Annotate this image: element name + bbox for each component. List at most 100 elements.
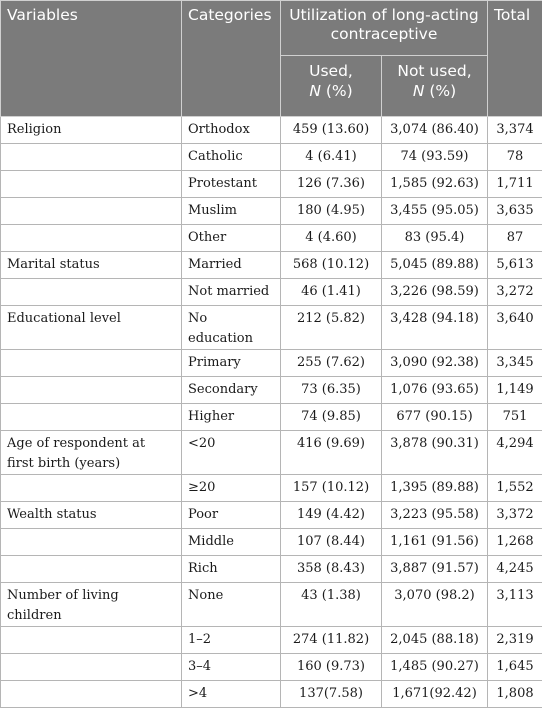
cell-total: 4,294 bbox=[488, 431, 542, 475]
cell-not-used: 74 (93.59) bbox=[382, 144, 488, 171]
cell-not-used: 5,045 (89.88) bbox=[382, 252, 488, 279]
table-header: Variables Categories Utilization of long… bbox=[1, 1, 542, 117]
cell-not-used: 1,585 (92.63) bbox=[382, 171, 488, 198]
cell-category: >4 bbox=[182, 681, 281, 708]
cell-not-used: 677 (90.15) bbox=[382, 404, 488, 431]
cell-used: 74 (9.85) bbox=[281, 404, 382, 431]
cell-total: 1,711 bbox=[488, 171, 542, 198]
cell-variable bbox=[1, 279, 182, 306]
cell-variable bbox=[1, 198, 182, 225]
cell-used: 4 (6.41) bbox=[281, 144, 382, 171]
cell-total: 3,345 bbox=[488, 350, 542, 377]
cell-category: 1–2 bbox=[182, 627, 281, 654]
cell-used: 4 (4.60) bbox=[281, 225, 382, 252]
cell-total: 1,268 bbox=[488, 529, 542, 556]
cell-used: 157 (10.12) bbox=[281, 475, 382, 502]
cell-variable bbox=[1, 171, 182, 198]
header-not-used-label: Not used, bbox=[397, 62, 471, 80]
cell-used: 274 (11.82) bbox=[281, 627, 382, 654]
cell-variable bbox=[1, 556, 182, 583]
cell-variable: Number of living children bbox=[1, 583, 182, 627]
cell-variable bbox=[1, 681, 182, 708]
cell-used: 212 (5.82) bbox=[281, 306, 382, 350]
cell-variable bbox=[1, 529, 182, 556]
cell-category: ≥20 bbox=[182, 475, 281, 502]
cell-not-used: 2,045 (88.18) bbox=[382, 627, 488, 654]
cell-category: Poor bbox=[182, 502, 281, 529]
cell-not-used: 3,887 (91.57) bbox=[382, 556, 488, 583]
cell-category: <20 bbox=[182, 431, 281, 475]
cell-category: Catholic bbox=[182, 144, 281, 171]
cell-used: 180 (4.95) bbox=[281, 198, 382, 225]
header-utilization: Utilization of long-acting contraceptive bbox=[281, 1, 488, 56]
cell-category: None bbox=[182, 583, 281, 627]
table-row: Age of respondent at first birth (years)… bbox=[1, 431, 542, 475]
cell-variable bbox=[1, 144, 182, 171]
header-used-n: N bbox=[309, 82, 321, 100]
cell-not-used: 1,395 (89.88) bbox=[382, 475, 488, 502]
cell-used: 73 (6.35) bbox=[281, 377, 382, 404]
header-not-used: Not used, N (%) bbox=[382, 56, 488, 117]
cell-category: Higher bbox=[182, 404, 281, 431]
header-used-pct: (%) bbox=[321, 82, 353, 100]
cell-not-used: 3,090 (92.38) bbox=[382, 350, 488, 377]
cell-category: Not married bbox=[182, 279, 281, 306]
cell-category: Secondary bbox=[182, 377, 281, 404]
cell-used: 416 (9.69) bbox=[281, 431, 382, 475]
cell-total: 4,245 bbox=[488, 556, 542, 583]
cell-category: Other bbox=[182, 225, 281, 252]
cell-used: 126 (7.36) bbox=[281, 171, 382, 198]
cell-total: 2,319 bbox=[488, 627, 542, 654]
cell-variable: Wealth status bbox=[1, 502, 182, 529]
cell-not-used: 3,878 (90.31) bbox=[382, 431, 488, 475]
cell-not-used: 1,671(92.42) bbox=[382, 681, 488, 708]
cell-not-used: 1,485 (90.27) bbox=[382, 654, 488, 681]
cell-total: 3,372 bbox=[488, 502, 542, 529]
cell-not-used: 3,455 (95.05) bbox=[382, 198, 488, 225]
cell-not-used: 3,428 (94.18) bbox=[382, 306, 488, 350]
cell-used: 160 (9.73) bbox=[281, 654, 382, 681]
cell-used: 568 (10.12) bbox=[281, 252, 382, 279]
cell-total: 3,635 bbox=[488, 198, 542, 225]
cell-total: 1,552 bbox=[488, 475, 542, 502]
cell-used: 137(7.58) bbox=[281, 681, 382, 708]
cell-variable bbox=[1, 377, 182, 404]
header-used: Used, N (%) bbox=[281, 56, 382, 117]
cell-not-used: 83 (95.4) bbox=[382, 225, 488, 252]
cell-used: 43 (1.38) bbox=[281, 583, 382, 627]
cell-total: 1,808 bbox=[488, 681, 542, 708]
cell-not-used: 3,074 (86.40) bbox=[382, 117, 488, 144]
cell-used: 255 (7.62) bbox=[281, 350, 382, 377]
cell-total: 1,149 bbox=[488, 377, 542, 404]
cell-not-used: 3,070 (98.2) bbox=[382, 583, 488, 627]
cell-variable bbox=[1, 225, 182, 252]
cell-total: 5,613 bbox=[488, 252, 542, 279]
cell-not-used: 1,161 (91.56) bbox=[382, 529, 488, 556]
cell-total: 87 bbox=[488, 225, 542, 252]
cell-used: 149 (4.42) bbox=[281, 502, 382, 529]
cell-total: 3,640 bbox=[488, 306, 542, 350]
cell-variable bbox=[1, 404, 182, 431]
cell-category: Primary bbox=[182, 350, 281, 377]
header-total: Total bbox=[488, 1, 542, 117]
cell-variable: Educational level bbox=[1, 306, 182, 350]
header-categories: Categories bbox=[182, 1, 281, 117]
cell-category: Rich bbox=[182, 556, 281, 583]
cell-category: 3–4 bbox=[182, 654, 281, 681]
cell-total: 3,113 bbox=[488, 583, 542, 627]
cell-variable bbox=[1, 627, 182, 654]
cell-used: 459 (13.60) bbox=[281, 117, 382, 144]
